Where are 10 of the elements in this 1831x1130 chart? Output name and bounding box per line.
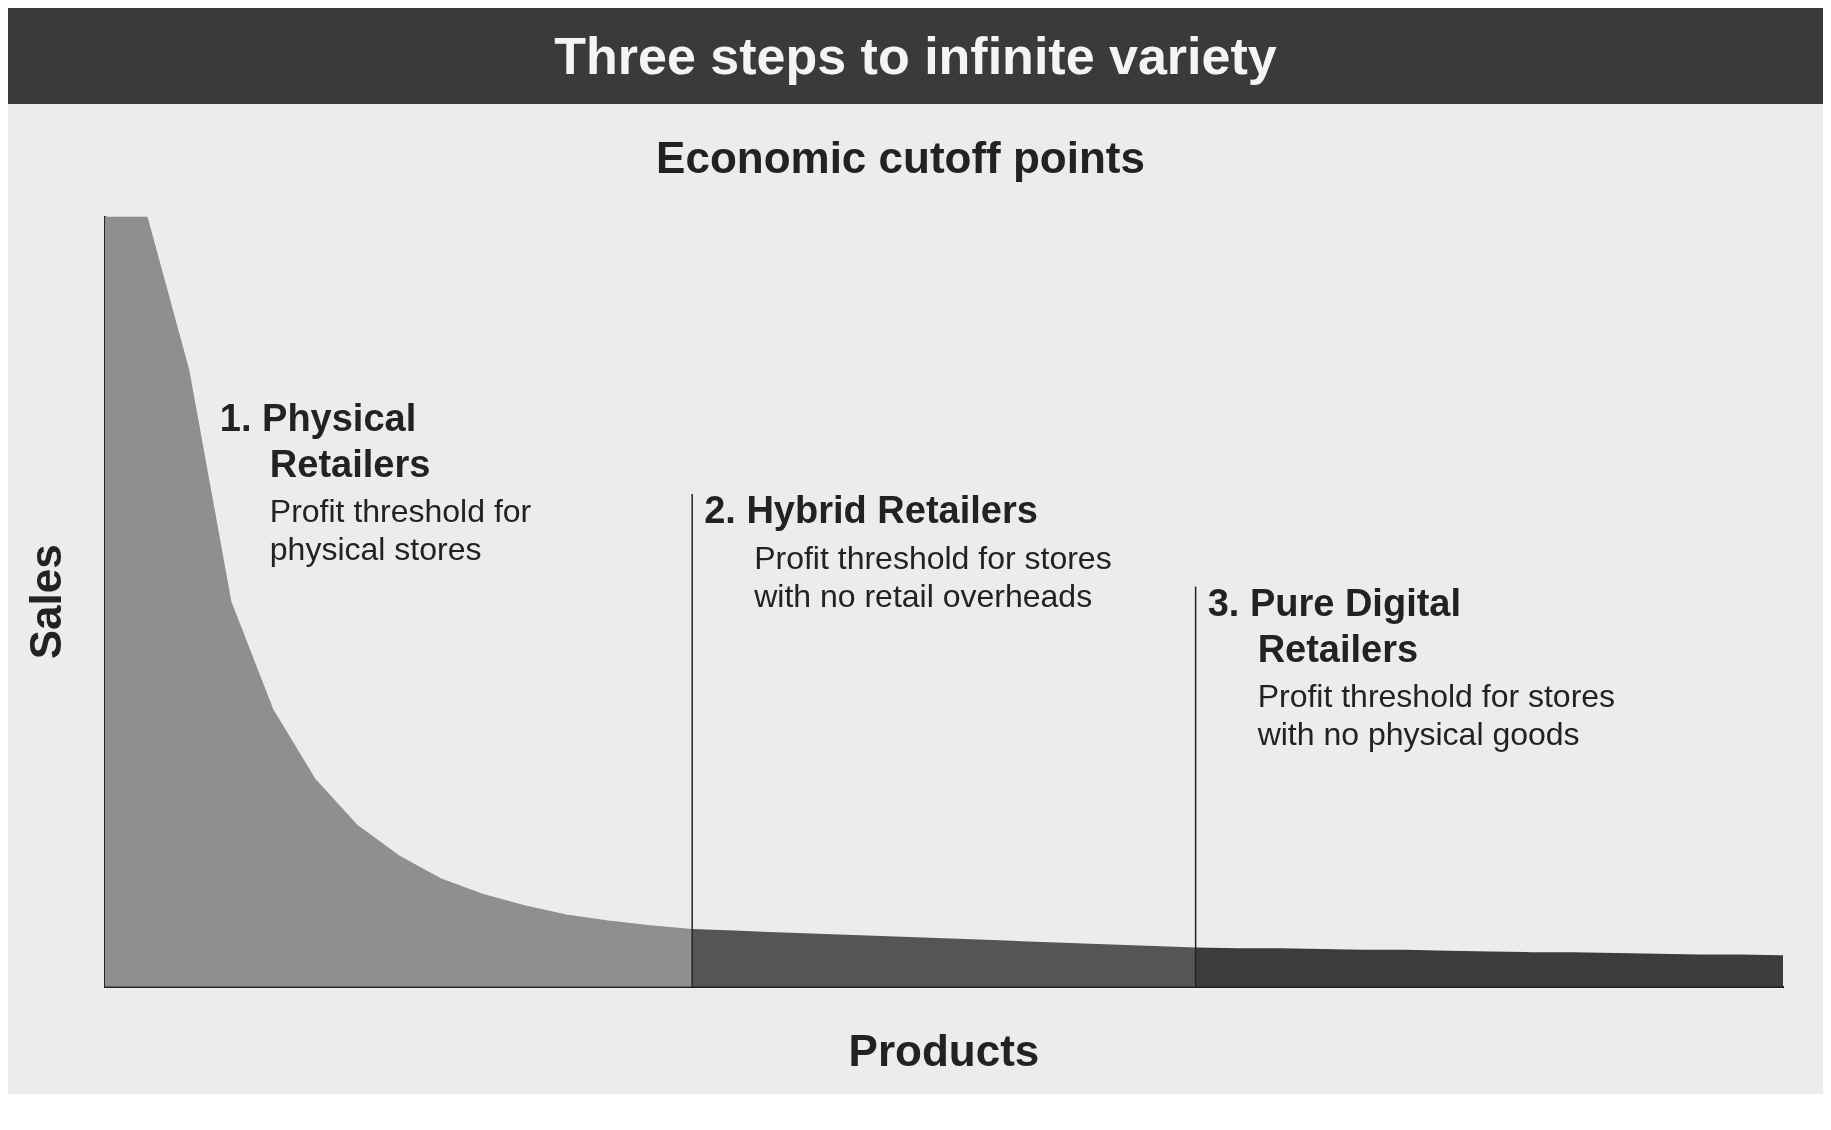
annotation: 2. Hybrid Retailers [704,489,1038,532]
annotation: Profit threshold for physical stores [269,493,532,568]
x-axis-title: Products [848,1025,1040,1075]
annotation: 3. Pure Digital Retailers [1207,581,1462,670]
chart-subtitle: Economic cutoff points [656,132,1145,182]
y-axis-title: Sales [20,544,70,660]
chart-title: Three steps to infinite variety [8,8,1823,104]
annotation: 1. Physical Retailers [219,397,431,486]
annotation: Profit threshold for stores with no retail overheads [753,539,1112,614]
annotation: Profit threshold for stores with no physical goods [1256,678,1616,753]
